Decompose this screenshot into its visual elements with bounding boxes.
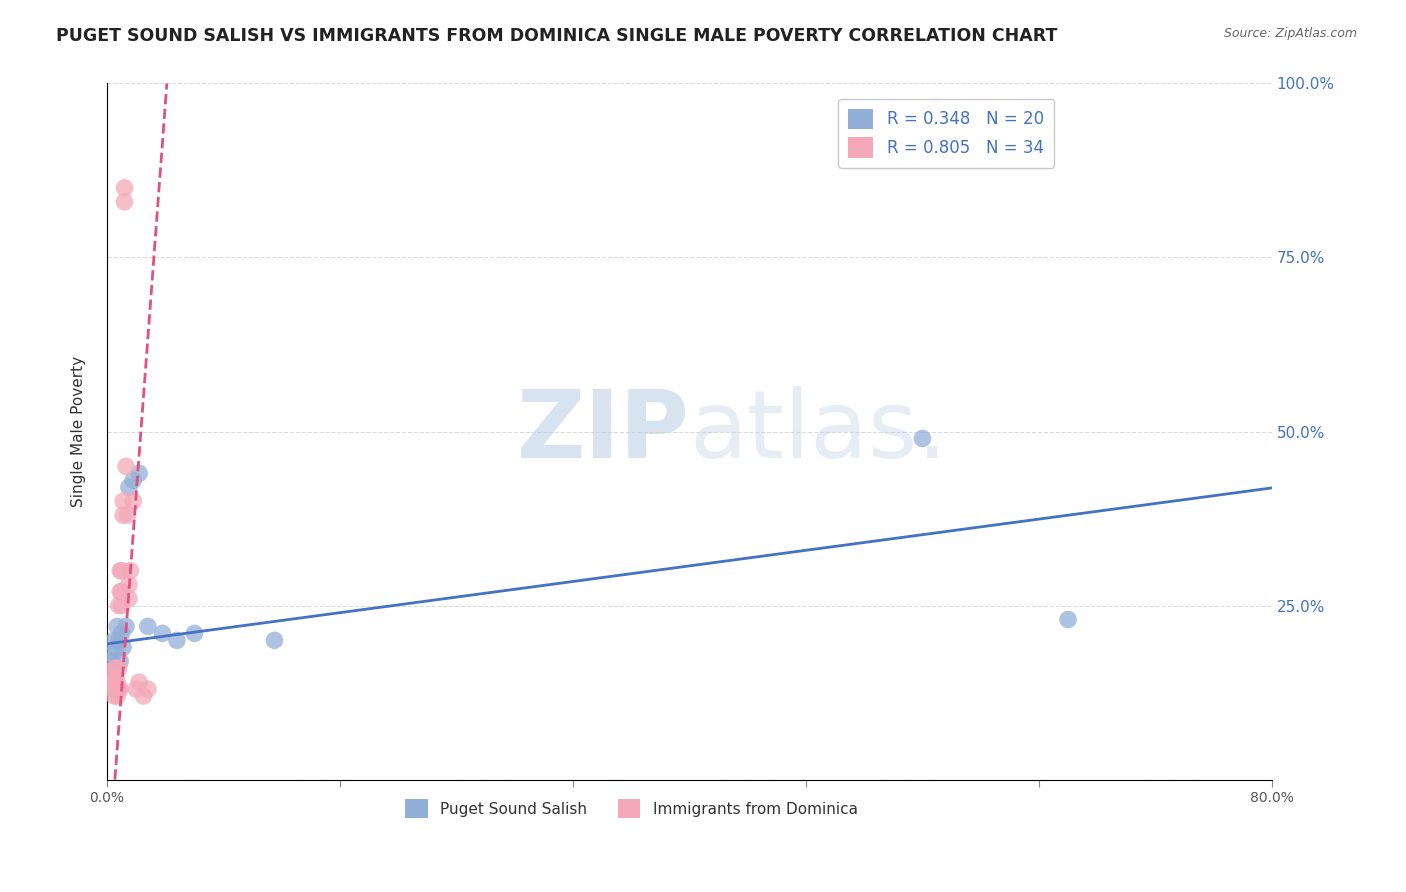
Point	[115, 619, 138, 633]
Point	[100, 675, 122, 690]
Point	[132, 689, 155, 703]
Point	[136, 619, 159, 633]
Point	[104, 682, 127, 697]
Point	[105, 675, 128, 690]
Point	[100, 654, 122, 668]
Point	[108, 654, 131, 668]
Point	[263, 633, 285, 648]
Point	[104, 668, 127, 682]
Point	[103, 689, 125, 703]
Point	[101, 668, 124, 682]
Point	[108, 564, 131, 578]
Point	[103, 661, 125, 675]
Point	[136, 682, 159, 697]
Text: PUGET SOUND SALISH VS IMMIGRANTS FROM DOMINICA SINGLE MALE POVERTY CORRELATION C: PUGET SOUND SALISH VS IMMIGRANTS FROM DO…	[56, 27, 1057, 45]
Point	[117, 508, 139, 522]
Point	[108, 682, 131, 697]
Point	[1057, 612, 1080, 626]
Point	[128, 675, 150, 690]
Point	[104, 640, 127, 655]
Point	[107, 661, 129, 675]
Point	[118, 591, 141, 606]
Point	[118, 480, 141, 494]
Point	[911, 432, 934, 446]
Point	[122, 494, 145, 508]
Point	[120, 564, 142, 578]
Point	[107, 682, 129, 697]
Text: ZIP: ZIP	[516, 385, 689, 477]
Point	[105, 619, 128, 633]
Point	[118, 577, 141, 591]
Point	[115, 459, 138, 474]
Point	[105, 689, 128, 703]
Point	[112, 494, 135, 508]
Point	[103, 675, 125, 690]
Point	[103, 633, 125, 648]
Point	[114, 181, 136, 195]
Point	[107, 633, 129, 648]
Point	[152, 626, 174, 640]
Point	[125, 682, 148, 697]
Point	[101, 648, 124, 662]
Point	[114, 194, 136, 209]
Point	[111, 584, 134, 599]
Point	[112, 508, 135, 522]
Point	[111, 626, 134, 640]
Point	[111, 564, 134, 578]
Point	[111, 599, 134, 613]
Y-axis label: Single Male Poverty: Single Male Poverty	[72, 356, 86, 507]
Point	[122, 473, 145, 487]
Point	[166, 633, 188, 648]
Point	[101, 682, 124, 697]
Legend: Puget Sound Salish, Immigrants from Dominica: Puget Sound Salish, Immigrants from Domi…	[399, 793, 863, 824]
Text: atlas.: atlas.	[689, 385, 948, 477]
Point	[128, 467, 150, 481]
Point	[108, 584, 131, 599]
Point	[105, 682, 128, 697]
Text: Source: ZipAtlas.com: Source: ZipAtlas.com	[1223, 27, 1357, 40]
Point	[112, 640, 135, 655]
Point	[183, 626, 205, 640]
Point	[107, 599, 129, 613]
